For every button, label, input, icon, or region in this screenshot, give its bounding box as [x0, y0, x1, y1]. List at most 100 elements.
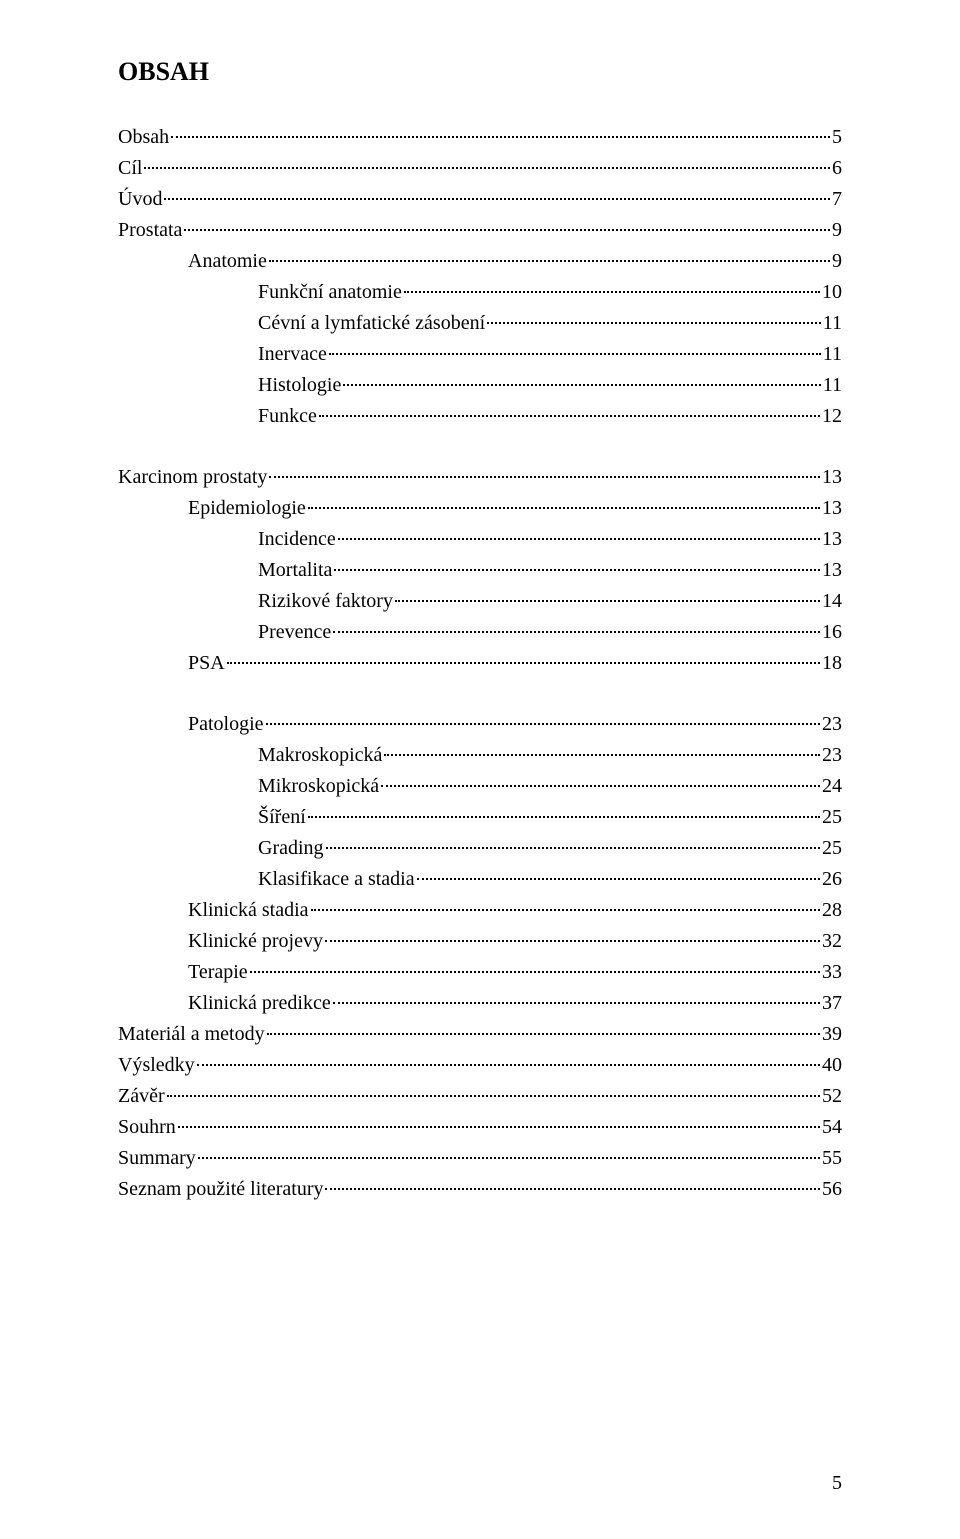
toc-row: Cíl 6 — [118, 153, 842, 184]
toc-entry-page: 9 — [832, 215, 842, 246]
toc-row: Prevence16 — [118, 617, 842, 648]
toc-entry-label: Úvod — [118, 184, 162, 215]
toc-entry-page: 33 — [822, 957, 842, 988]
toc-leader-dots — [308, 507, 820, 509]
toc-entry-label: Patologie — [188, 709, 264, 740]
toc-row: Rizikové faktory 14 — [118, 586, 842, 617]
toc-row: Mortalita 13 — [118, 555, 842, 586]
toc-leader-dots — [308, 816, 820, 818]
toc-row: Epidemiologie 13 — [118, 493, 842, 524]
toc-entry-page: 7 — [832, 184, 842, 215]
toc-entry-label: PSA — [188, 648, 225, 679]
toc-entry-label: Funkční anatomie — [258, 277, 402, 308]
toc-row: Inervace11 — [118, 339, 842, 370]
toc-entry-page: 5 — [832, 122, 842, 153]
toc-leader-dots — [178, 1126, 820, 1128]
toc-leader-dots — [227, 662, 820, 664]
toc-row: Summary 55 — [118, 1143, 842, 1174]
toc-entry-label: Obsah — [118, 122, 169, 153]
toc-row: Cévní a lymfatické zásobení 11 — [118, 308, 842, 339]
toc-group-gap — [118, 432, 842, 462]
toc-row: Seznam použité literatury 56 — [118, 1174, 842, 1205]
toc-entry-label: Summary — [118, 1143, 196, 1174]
toc-leader-dots — [333, 1002, 820, 1004]
toc-entry-label: Souhrn — [118, 1112, 176, 1143]
toc-entry-label: Anatomie — [188, 246, 267, 277]
toc-row: Funkce12 — [118, 401, 842, 432]
toc-leader-dots — [171, 136, 830, 138]
toc-entry-page: 24 — [822, 771, 842, 802]
toc-entry-page: 9 — [832, 246, 842, 277]
toc-row: Obsah 5 — [118, 122, 842, 153]
toc-entry-label: Cíl — [118, 153, 142, 184]
toc-entry-label: Klinická predikce — [188, 988, 331, 1019]
toc-entry-label: Klinické projevy — [188, 926, 323, 957]
toc-leader-dots — [167, 1095, 820, 1097]
toc-entry-page: 13 — [822, 493, 842, 524]
toc-entry-label: Grading — [258, 833, 324, 864]
toc-entry-page: 52 — [822, 1081, 842, 1112]
toc-entry-page: 40 — [822, 1050, 842, 1081]
toc-entry-label: Závěr — [118, 1081, 165, 1112]
toc-row: Grading 25 — [118, 833, 842, 864]
toc-row: Funkční anatomie 10 — [118, 277, 842, 308]
toc-entry-page: 54 — [822, 1112, 842, 1143]
toc-row: Prostata9 — [118, 215, 842, 246]
toc-entry-label: Mortalita — [258, 555, 332, 586]
toc-row: Klinická predikce37 — [118, 988, 842, 1019]
toc-leader-dots — [417, 878, 820, 880]
toc-row: Terapie33 — [118, 957, 842, 988]
toc-entry-label: Materiál a metody — [118, 1019, 265, 1050]
toc-row: Mikroskopická24 — [118, 771, 842, 802]
toc-leader-dots — [487, 322, 821, 324]
toc-entry-label: Klinická stadia — [188, 895, 309, 926]
toc-list: Obsah5Cíl6Úvod7Prostata9Anatomie9Funkční… — [118, 122, 842, 1205]
toc-entry-page: 56 — [822, 1174, 842, 1205]
toc-leader-dots — [395, 600, 820, 602]
toc-row: Materiál a metody39 — [118, 1019, 842, 1050]
toc-entry-page: 13 — [822, 462, 842, 493]
toc-entry-label: Epidemiologie — [188, 493, 306, 524]
toc-entry-label: Makroskopická — [258, 740, 382, 771]
toc-leader-dots — [267, 1033, 820, 1035]
toc-row: Klinická stadia 28 — [118, 895, 842, 926]
toc-entry-label: Seznam použité literatury — [118, 1174, 323, 1205]
toc-entry-page: 11 — [823, 308, 842, 339]
page: OBSAH Obsah5Cíl6Úvod7Prostata9Anatomie9F… — [0, 0, 960, 1539]
toc-leader-dots — [343, 384, 820, 386]
toc-row: PSA18 — [118, 648, 842, 679]
toc-entry-page: 10 — [822, 277, 842, 308]
toc-entry-page: 26 — [822, 864, 842, 895]
toc-entry-page: 14 — [822, 586, 842, 617]
toc-entry-page: 12 — [822, 401, 842, 432]
toc-leader-dots — [326, 847, 820, 849]
toc-row: Patologie 23 — [118, 709, 842, 740]
toc-entry-page: 23 — [822, 740, 842, 771]
toc-leader-dots — [266, 723, 820, 725]
toc-entry-page: 6 — [832, 153, 842, 184]
toc-entry-label: Cévní a lymfatické zásobení — [258, 308, 485, 339]
toc-row: Závěr 52 — [118, 1081, 842, 1112]
toc-entry-page: 55 — [822, 1143, 842, 1174]
toc-row: Klasifikace a stadia 26 — [118, 864, 842, 895]
toc-entry-label: Výsledky — [118, 1050, 195, 1081]
toc-entry-label: Rizikové faktory — [258, 586, 393, 617]
toc-entry-label: Incidence — [258, 524, 336, 555]
toc-row: Souhrn 54 — [118, 1112, 842, 1143]
toc-entry-page: 11 — [823, 370, 842, 401]
toc-entry-page: 23 — [822, 709, 842, 740]
toc-leader-dots — [164, 198, 830, 200]
toc-leader-dots — [384, 754, 820, 756]
toc-leader-dots — [184, 229, 830, 231]
toc-row: Klinické projevy32 — [118, 926, 842, 957]
toc-leader-dots — [144, 167, 830, 169]
toc-leader-dots — [197, 1064, 820, 1066]
toc-entry-page: 13 — [822, 555, 842, 586]
toc-row: Makroskopická 23 — [118, 740, 842, 771]
toc-row: Výsledky 40 — [118, 1050, 842, 1081]
toc-entry-page: 25 — [822, 833, 842, 864]
toc-leader-dots — [250, 971, 820, 973]
toc-entry-label: Karcinom prostaty — [118, 462, 267, 493]
toc-entry-label: Klasifikace a stadia — [258, 864, 415, 895]
toc-entry-page: 28 — [822, 895, 842, 926]
